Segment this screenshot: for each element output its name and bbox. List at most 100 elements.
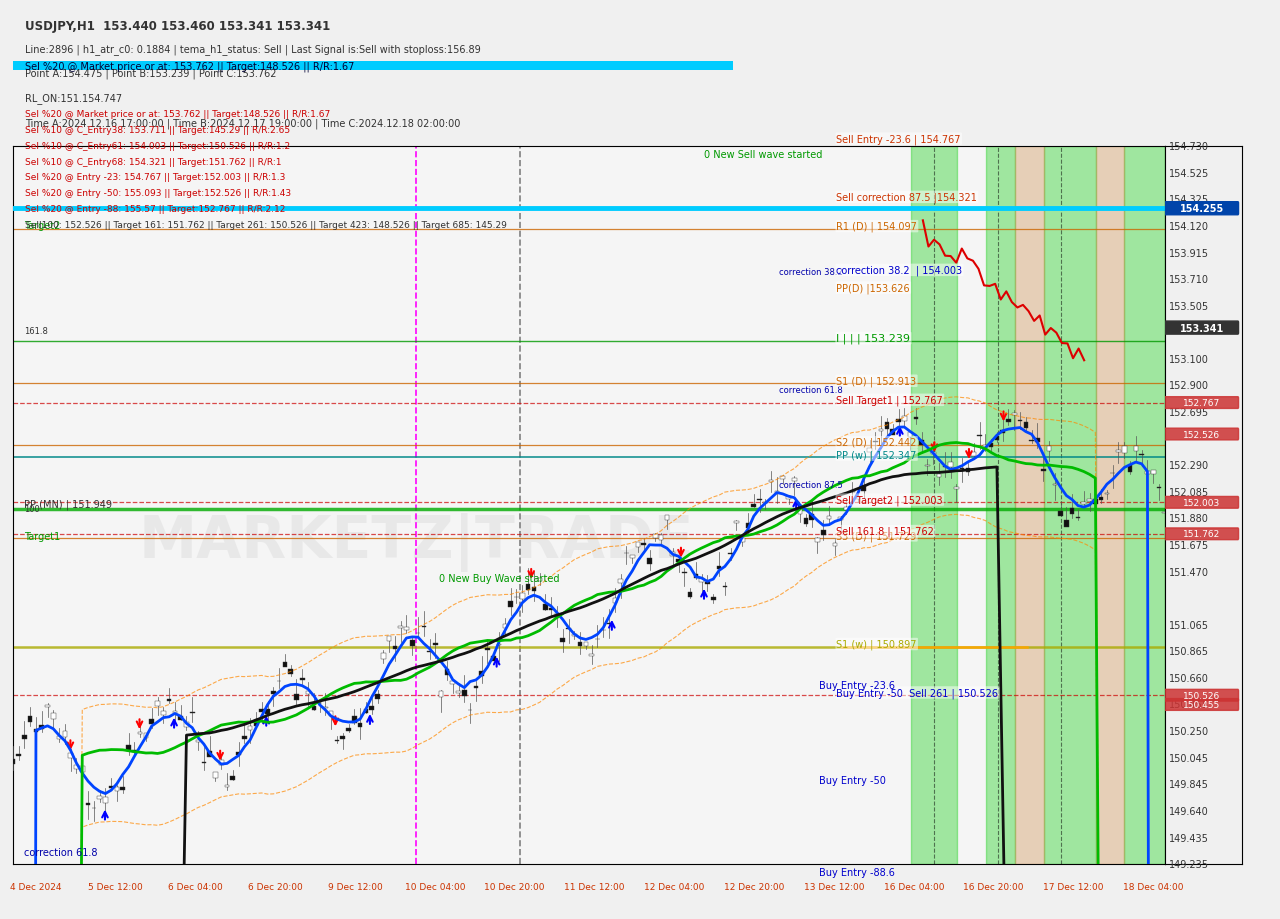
Text: 154.255: 154.255: [1180, 204, 1224, 214]
Bar: [856, 497, 860, 499]
Bar: [1059, 511, 1062, 516]
Text: 12 Dec 04:00: 12 Dec 04:00: [644, 882, 704, 891]
Bar: [189, 712, 195, 713]
Text: PP (w) | 152.347: PP (w) | 152.347: [837, 450, 916, 460]
Bar: [671, 552, 675, 556]
Bar: [196, 741, 201, 742]
Text: 149.640: 149.640: [1169, 806, 1208, 816]
Bar: [398, 626, 403, 628]
Text: 151.762: 151.762: [1183, 529, 1220, 539]
Bar: [648, 559, 652, 564]
Text: Sell 161.8 | 151.762: Sell 161.8 | 151.762: [837, 527, 934, 537]
Text: RL_ON:151.154.747: RL_ON:151.154.747: [26, 93, 123, 104]
Bar: [589, 654, 594, 656]
Bar: [879, 429, 883, 432]
Bar: [1116, 450, 1121, 452]
Text: PP(D) |153.626: PP(D) |153.626: [837, 283, 910, 293]
Text: 152.900: 152.900: [1169, 380, 1208, 391]
Bar: [531, 588, 536, 591]
Text: 152.290: 152.290: [1169, 460, 1208, 471]
Text: Sell Target2 | 152.003: Sell Target2 | 152.003: [837, 494, 943, 505]
Text: 154.525: 154.525: [1169, 169, 1208, 179]
Bar: [710, 597, 716, 600]
Text: 12 Dec 20:00: 12 Dec 20:00: [724, 882, 785, 891]
Text: 18 Dec 04:00: 18 Dec 04:00: [1123, 882, 1184, 891]
Bar: [115, 787, 119, 791]
Bar: [10, 759, 15, 764]
Bar: [508, 602, 513, 607]
Bar: [311, 707, 316, 710]
Text: 150.455: 150.455: [1169, 699, 1208, 709]
Bar: [1001, 430, 1005, 433]
Bar: [347, 728, 351, 731]
Bar: [242, 736, 247, 740]
Text: S2 (D) | 152.442: S2 (D) | 152.442: [837, 437, 916, 448]
FancyBboxPatch shape: [1164, 322, 1239, 335]
Bar: [237, 753, 241, 755]
Bar: [740, 539, 745, 542]
Bar: [735, 522, 739, 523]
Bar: [370, 707, 374, 710]
Bar: [74, 766, 79, 769]
Bar: [884, 423, 890, 429]
Text: correction 61.8: correction 61.8: [778, 385, 842, 394]
Bar: [636, 543, 640, 548]
Bar: [334, 740, 339, 742]
Bar: [138, 732, 142, 734]
Text: Buy Entry -50  Sell 261 | 150.526: Buy Entry -50 Sell 261 | 150.526: [837, 687, 998, 698]
Bar: [17, 754, 20, 756]
Bar: [120, 787, 125, 789]
Bar: [641, 544, 646, 546]
Bar: [248, 726, 252, 731]
Bar: [965, 469, 970, 472]
Text: 152.526: 152.526: [1183, 430, 1220, 439]
Bar: [995, 437, 1000, 440]
Text: 153.341: 153.341: [1180, 323, 1224, 334]
Bar: [1093, 499, 1098, 505]
Bar: [45, 706, 50, 707]
Text: 154.325: 154.325: [1169, 195, 1208, 205]
FancyBboxPatch shape: [1164, 428, 1239, 440]
Text: 151.880: 151.880: [1169, 514, 1208, 524]
Bar: [300, 678, 305, 680]
Text: 5 Dec 12:00: 5 Dec 12:00: [88, 882, 143, 891]
Text: 9 Dec 12:00: 9 Dec 12:00: [328, 882, 383, 891]
Text: 150.455: 150.455: [1183, 700, 1220, 709]
Text: 16 Dec 20:00: 16 Dec 20:00: [964, 882, 1024, 891]
Bar: [954, 487, 959, 489]
FancyBboxPatch shape: [1164, 397, 1239, 409]
Bar: [1052, 484, 1057, 485]
Text: Sell Entry -23.6 | 154.767: Sell Entry -23.6 | 154.767: [837, 134, 961, 144]
Text: 17 Dec 12:00: 17 Dec 12:00: [1043, 882, 1103, 891]
Bar: [387, 637, 392, 641]
Bar: [1047, 447, 1051, 451]
Bar: [271, 691, 275, 695]
Bar: [914, 417, 918, 420]
Bar: [902, 416, 906, 421]
Bar: [1125, 147, 1165, 864]
Text: 149.845: 149.845: [1169, 779, 1208, 789]
Bar: [184, 722, 188, 728]
Bar: [549, 608, 553, 610]
Bar: [676, 560, 681, 562]
Bar: [28, 717, 32, 722]
Bar: [543, 605, 548, 610]
Bar: [265, 709, 270, 714]
Text: 150.660: 150.660: [1169, 673, 1208, 683]
Bar: [1096, 147, 1124, 864]
Text: 11 Dec 12:00: 11 Dec 12:00: [564, 882, 625, 891]
Text: 100: 100: [24, 504, 40, 513]
Bar: [439, 691, 443, 697]
Bar: [497, 644, 502, 646]
Bar: [868, 448, 872, 452]
Bar: [911, 147, 957, 864]
Text: Sel %20 @ Entry -23: 154.767 || Target:152.003 || R/R:1.3: Sel %20 @ Entry -23: 154.767 || Target:1…: [26, 173, 285, 182]
Bar: [1044, 147, 1096, 864]
Text: Time A:2024.12.16 17:00:00 | Time B:2024.12.17 19:00:00 | Time C:2024.12.18 02:0: Time A:2024.12.16 17:00:00 | Time B:2024…: [26, 118, 461, 129]
Bar: [1075, 517, 1080, 518]
Bar: [1064, 521, 1069, 528]
Bar: [480, 672, 484, 675]
Bar: [1041, 470, 1046, 471]
Bar: [410, 641, 415, 647]
Bar: [797, 509, 803, 515]
